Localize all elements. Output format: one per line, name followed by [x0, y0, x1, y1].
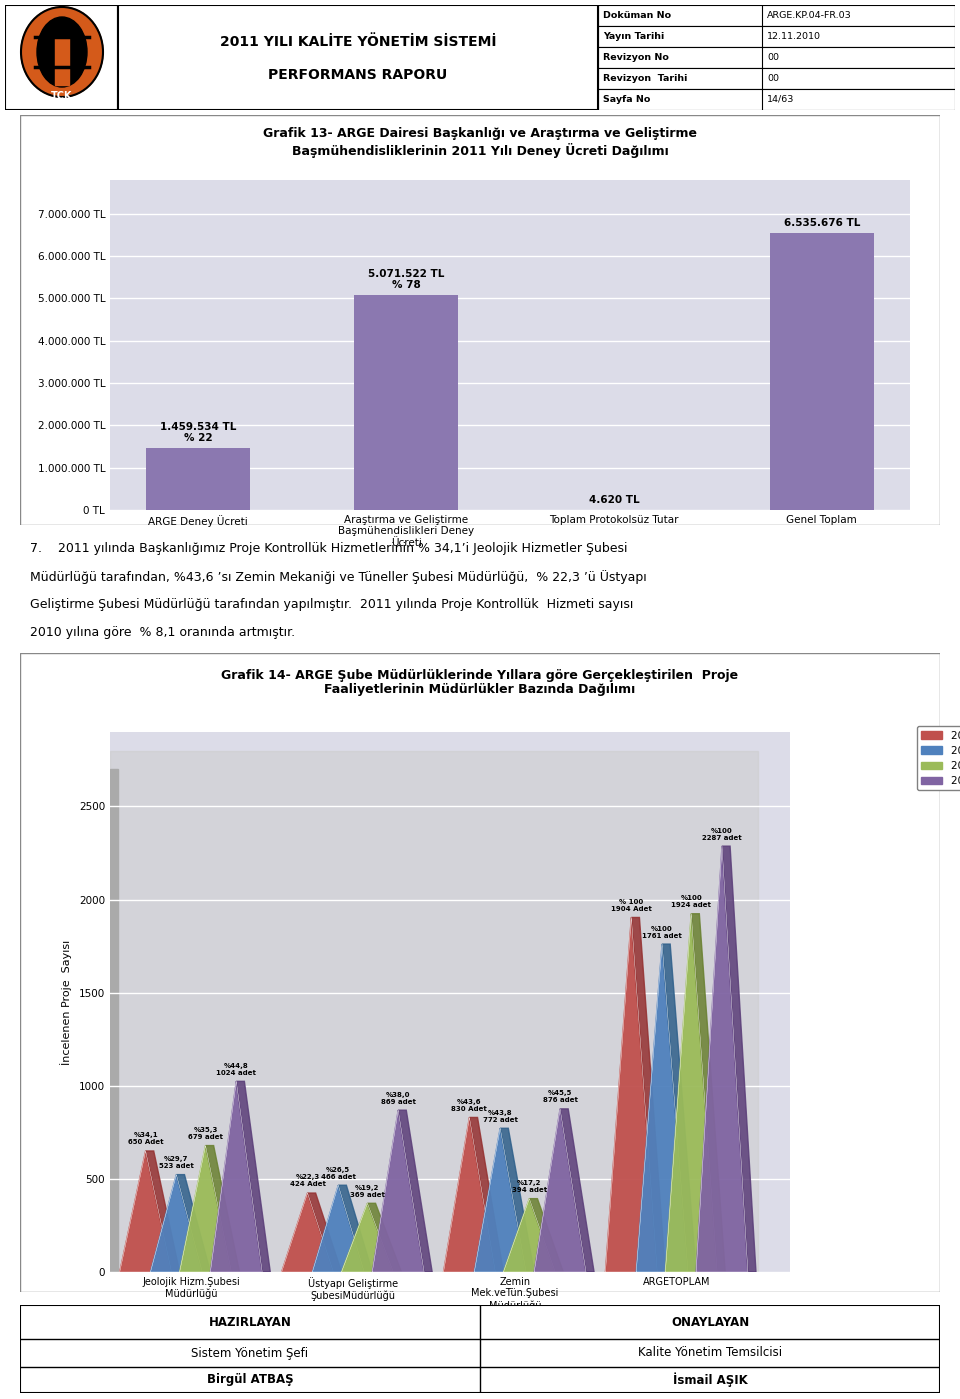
Text: %43,6
830 Adet: %43,6 830 Adet — [451, 1098, 488, 1112]
Polygon shape — [560, 1109, 594, 1272]
Bar — [598, 6, 955, 27]
Bar — [354, 295, 458, 511]
Polygon shape — [500, 1128, 534, 1272]
Text: 2011 YILI KALİTE YÖNETİM SİSTEMİ: 2011 YILI KALİTE YÖNETİM SİSTEMİ — [220, 35, 496, 49]
Polygon shape — [636, 944, 688, 1272]
Bar — [55, 36, 69, 85]
Bar — [598, 69, 955, 90]
Y-axis label: İncelenen Proje  Sayısı: İncelenen Proje Sayısı — [60, 939, 72, 1065]
Polygon shape — [368, 1203, 401, 1272]
Text: Revizyon  Tarihi: Revizyon Tarihi — [603, 74, 687, 83]
Text: 4.620 TL: 4.620 TL — [588, 495, 639, 505]
Ellipse shape — [37, 17, 87, 87]
Polygon shape — [534, 1109, 586, 1272]
Text: %45,5
876 adet: %45,5 876 adet — [542, 1090, 578, 1104]
Polygon shape — [691, 914, 725, 1272]
Text: 7.    2011 yılında Başkanlığımız Proje Kontrollük Hizmetlerinin % 34,1’i Jeoloji: 7. 2011 yılında Başkanlığımız Proje Kont… — [30, 541, 628, 555]
Text: %17,2
394 adet: %17,2 394 adet — [512, 1179, 547, 1193]
Bar — [110, 769, 118, 1272]
Text: %43,8
772 adet: %43,8 772 adet — [483, 1109, 517, 1122]
Polygon shape — [177, 1175, 210, 1272]
Text: 14/63: 14/63 — [767, 95, 795, 104]
Text: Sistem Yönetim Şefi: Sistem Yönetim Şefi — [191, 1346, 308, 1360]
Text: %44,8
1024 adet: %44,8 1024 adet — [216, 1063, 256, 1076]
Polygon shape — [210, 1081, 262, 1272]
Text: İsmail AŞIK: İsmail AŞIK — [673, 1372, 748, 1388]
Polygon shape — [151, 1175, 203, 1272]
Polygon shape — [662, 944, 696, 1272]
Polygon shape — [696, 846, 748, 1272]
Bar — [770, 234, 874, 511]
Text: TCK: TCK — [51, 91, 73, 101]
Text: Grafik 14- ARGE Şube Müdürlüklerinde Yıllara göre Gerçekleştirilen  Proje
Faaliy: Grafik 14- ARGE Şube Müdürlüklerinde Yıl… — [222, 669, 738, 697]
Polygon shape — [444, 1118, 495, 1272]
Text: % 100
1904 Adet: % 100 1904 Adet — [611, 900, 652, 912]
Polygon shape — [205, 1146, 240, 1272]
Text: %100
2287 adet: %100 2287 adet — [702, 828, 742, 841]
Bar — [118, 6, 598, 111]
Text: %38,0
869 adet: %38,0 869 adet — [381, 1091, 416, 1105]
Text: Geliştirme Şubesi Müdürlüğü tarafından yapılmıştır.  2011 yılında Proje Kontroll: Geliştirme Şubesi Müdürlüğü tarafından y… — [30, 597, 634, 611]
Polygon shape — [146, 1151, 180, 1272]
Text: Grafik 13- ARGE Dairesi Başkanlığı ve Araştırma ve Geliştirme
Başmühendislikleri: Grafik 13- ARGE Dairesi Başkanlığı ve Ar… — [263, 127, 697, 158]
Polygon shape — [529, 1199, 564, 1272]
Text: 1.459.534 TL
% 22: 1.459.534 TL % 22 — [160, 421, 236, 443]
Polygon shape — [665, 914, 717, 1272]
Polygon shape — [281, 1193, 333, 1272]
Text: 5.071.522 TL
% 78: 5.071.522 TL % 78 — [368, 269, 444, 291]
Bar — [598, 48, 955, 69]
Text: 6.535.676 TL: 6.535.676 TL — [783, 218, 860, 228]
Polygon shape — [372, 1111, 424, 1272]
Polygon shape — [312, 1185, 364, 1272]
Polygon shape — [474, 1128, 526, 1272]
Bar — [5, 6, 118, 111]
Polygon shape — [342, 1203, 394, 1272]
Text: Kalite Yönetim Temsilcisi: Kalite Yönetim Temsilcisi — [638, 1346, 782, 1360]
Polygon shape — [307, 1193, 342, 1272]
Text: Müdürlüğü tarafından, %43,6 ’sı Zemin Mekaniği ve Tüneller Şubesi Müdürlüğü,  % : Müdürlüğü tarafından, %43,6 ’sı Zemin Me… — [30, 569, 647, 583]
Text: PERFORMANS RAPORU: PERFORMANS RAPORU — [269, 69, 447, 83]
Text: 12.11.2010: 12.11.2010 — [767, 32, 821, 41]
Text: %35,3
679 adet: %35,3 679 adet — [188, 1128, 223, 1140]
Polygon shape — [120, 1151, 172, 1272]
Polygon shape — [503, 1199, 555, 1272]
Polygon shape — [632, 918, 665, 1272]
Text: 2010 yılına göre  % 8,1 oranında artmıştır.: 2010 yılına göre % 8,1 oranında artmıştı… — [30, 625, 295, 639]
Polygon shape — [606, 918, 658, 1272]
Text: HAZIRLAYAN: HAZIRLAYAN — [208, 1315, 292, 1329]
Ellipse shape — [21, 7, 103, 97]
Polygon shape — [398, 1111, 432, 1272]
Text: %100
1761 adet: %100 1761 adet — [642, 926, 682, 939]
Polygon shape — [338, 1185, 372, 1272]
Text: Revizyon No: Revizyon No — [603, 53, 669, 62]
Bar — [146, 448, 251, 511]
Text: %19,2
369 adet: %19,2 369 adet — [350, 1185, 385, 1198]
Text: 00: 00 — [767, 53, 780, 62]
Text: %26,5
466 adet: %26,5 466 adet — [321, 1167, 356, 1179]
Text: %34,1
650 Adet: %34,1 650 Adet — [128, 1132, 163, 1146]
Polygon shape — [236, 1081, 271, 1272]
Text: %100
1924 adet: %100 1924 adet — [671, 895, 711, 908]
Text: 00: 00 — [767, 74, 780, 83]
Text: Sayfa No: Sayfa No — [603, 95, 650, 104]
Text: %22,3
424 Adet: %22,3 424 Adet — [290, 1175, 325, 1188]
Text: %29,7
523 adet: %29,7 523 adet — [159, 1156, 194, 1170]
Legend: 2008 YILI, 2009 YILI, 2010 YILI, 2011 YILI: 2008 YILI, 2009 YILI, 2010 YILI, 2011 YI… — [917, 726, 960, 790]
Polygon shape — [469, 1118, 503, 1272]
Text: Yayın Tarihi: Yayın Tarihi — [603, 32, 664, 41]
Polygon shape — [722, 846, 756, 1272]
Text: ARGE.KP.04-FR.03: ARGE.KP.04-FR.03 — [767, 11, 852, 20]
Text: ONAYLAYAN: ONAYLAYAN — [671, 1315, 749, 1329]
Polygon shape — [180, 1146, 231, 1272]
Text: Doküman No: Doküman No — [603, 11, 671, 20]
Text: Birgül ATBAŞ: Birgül ATBAŞ — [206, 1374, 294, 1386]
Bar — [598, 90, 955, 111]
Bar — [598, 27, 955, 48]
